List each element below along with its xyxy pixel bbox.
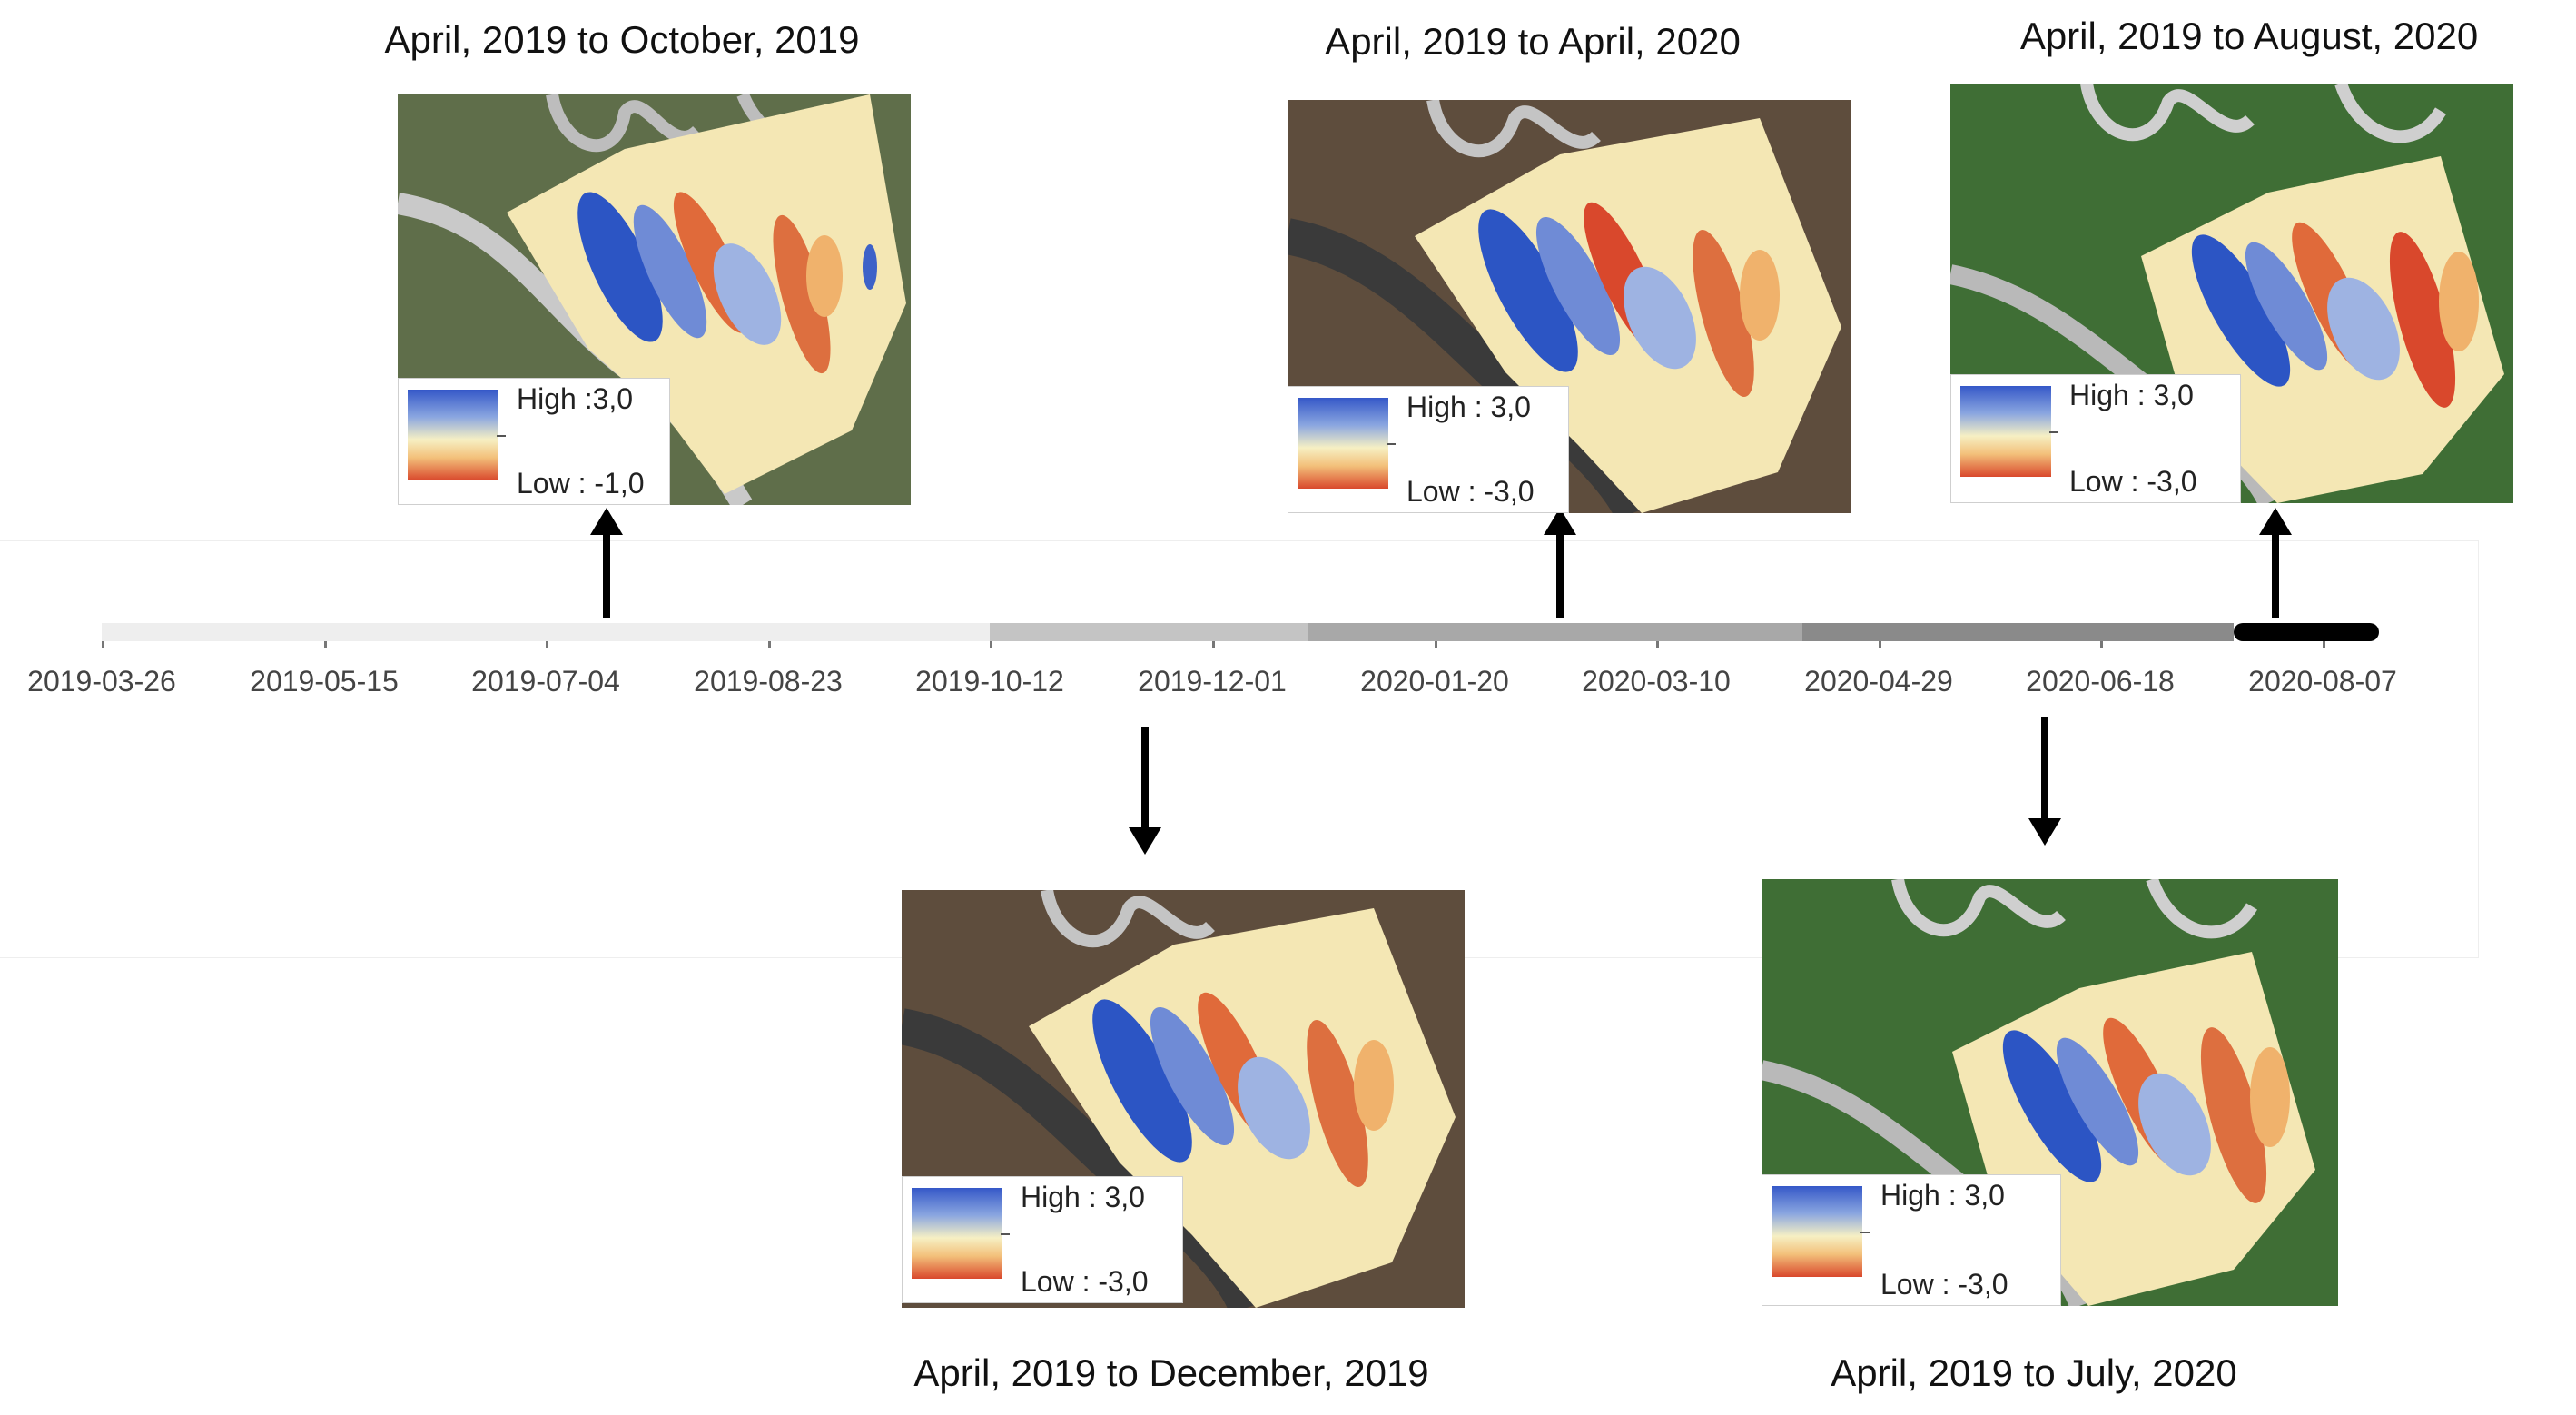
tick-1 [102, 641, 104, 648]
legend-ramp [1298, 398, 1388, 489]
legend-ramp [1960, 386, 2051, 477]
timeline-segment-2 [990, 623, 1308, 641]
tick-10 [2100, 641, 2103, 648]
legend-low-label: Low : -3,0 [1880, 1268, 2008, 1301]
tick-4 [768, 641, 771, 648]
legend-midmark [1001, 1233, 1010, 1235]
legend-aug-2020: High : 3,0 Low : -3,0 [1950, 374, 2241, 503]
tick-label-11: 2020-08-07 [2248, 665, 2397, 698]
tick-9 [1879, 641, 1881, 648]
legend-low-label: Low : -3,0 [1406, 475, 1535, 508]
legend-high-label: High : 3,0 [2069, 379, 2194, 411]
legend-low-label: Low : -3,0 [1021, 1265, 1149, 1298]
legend-midmark [1387, 443, 1396, 445]
legend-jul-2020: High : 3,0 Low : -3,0 [1762, 1174, 2061, 1306]
tick-label-8: 2020-03-10 [1582, 665, 1731, 698]
tick-label-7: 2020-01-20 [1360, 665, 1509, 698]
tick-label-6: 2019-12-01 [1138, 665, 1287, 698]
tick-3 [546, 641, 548, 648]
map-panel-oct-2019: High :3,0 Low : -1,0 [398, 94, 911, 505]
legend-dec-2019: High : 3,0 Low : -3,0 [902, 1176, 1183, 1303]
legend-midmark [497, 435, 506, 437]
tick-7 [1435, 641, 1437, 648]
tick-label-10: 2020-06-18 [2026, 665, 2175, 698]
arrow-jul-2020 [2028, 717, 2061, 846]
timeline-segment-3 [1308, 623, 1802, 641]
tick-label-4: 2019-08-23 [694, 665, 843, 698]
panel-title-dec-2019: April, 2019 to December, 2019 [913, 1351, 1429, 1394]
tick-label-9: 2020-04-29 [1804, 665, 1953, 698]
panel-title-oct-2019: April, 2019 to October, 2019 [384, 18, 860, 61]
panel-title-aug-2020: April, 2019 to August, 2020 [2019, 15, 2479, 57]
map-panel-apr-2020: High : 3,0 Low : -3,0 [1288, 100, 1851, 513]
timeline-segment-1 [102, 623, 990, 641]
tick-5 [990, 641, 992, 648]
arrow-oct-2019 [590, 508, 623, 618]
timeline-segment-4 [1802, 623, 2234, 641]
arrow-dec-2019 [1129, 727, 1161, 855]
tick-label-1: 2019-03-26 [27, 665, 176, 698]
tick-6 [1212, 641, 1215, 648]
timeline-segment-5 [2234, 623, 2379, 641]
arrow-apr-2020 [1544, 508, 1576, 618]
map-panel-jul-2020: High : 3,0 Low : -3,0 [1762, 879, 2338, 1306]
panel-title-apr-2020: April, 2019 to April, 2020 [1325, 20, 1741, 63]
legend-low-label: Low : -3,0 [2069, 465, 2197, 498]
panel-title-jul-2020: April, 2019 to July, 2020 [1831, 1351, 2237, 1394]
legend-oct-2019: High :3,0 Low : -1,0 [398, 378, 670, 505]
legend-apr-2020: High : 3,0 Low : -3,0 [1288, 386, 1569, 513]
tick-8 [1656, 641, 1659, 648]
tick-2 [324, 641, 327, 648]
legend-midmark [1860, 1232, 1870, 1233]
map-panel-aug-2020: High : 3,0 Low : -3,0 [1950, 84, 2513, 503]
legend-ramp [912, 1188, 1002, 1279]
legend-high-label: High : 3,0 [1021, 1181, 1145, 1213]
legend-midmark [2049, 431, 2058, 433]
arrow-aug-2020 [2259, 508, 2292, 618]
map-panel-dec-2019: High : 3,0 Low : -3,0 [902, 890, 1465, 1308]
legend-ramp [1772, 1186, 1862, 1277]
legend-high-label: High : 3,0 [1880, 1179, 2005, 1212]
timeline-axis [102, 623, 2379, 641]
legend-high-label: High :3,0 [517, 382, 634, 415]
legend-high-label: High : 3,0 [1406, 391, 1531, 423]
tick-label-2: 2019-05-15 [250, 665, 399, 698]
tick-label-3: 2019-07-04 [471, 665, 620, 698]
tick-11 [2323, 641, 2325, 648]
tick-label-5: 2019-10-12 [915, 665, 1064, 698]
legend-ramp [408, 390, 498, 480]
legend-low-label: Low : -1,0 [517, 467, 645, 500]
